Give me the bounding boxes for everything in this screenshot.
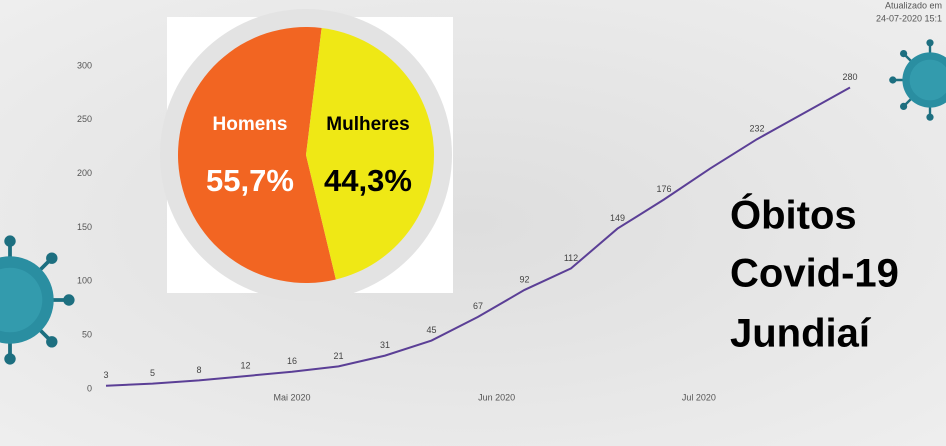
pie-value-label: 44,3% bbox=[324, 163, 412, 198]
headline: Óbitos bbox=[730, 192, 857, 238]
x-tick-label: Jul 2020 bbox=[682, 392, 716, 402]
y-tick-label: 150 bbox=[77, 222, 92, 232]
y-tick-label: 300 bbox=[77, 60, 92, 70]
data-label: 149 bbox=[610, 213, 625, 223]
data-label: 45 bbox=[426, 325, 436, 335]
data-label: 12 bbox=[240, 360, 250, 370]
headline: Jundiaí bbox=[730, 312, 872, 356]
data-label: 176 bbox=[656, 184, 671, 194]
data-label: 112 bbox=[564, 253, 578, 263]
headline: Covid-19 bbox=[730, 252, 899, 296]
data-label: 232 bbox=[749, 124, 764, 134]
y-tick-label: 100 bbox=[77, 276, 92, 286]
pie-chart: Homens 55,7% Mulheres 44,3% bbox=[178, 26, 434, 283]
pie-category-label: Homens bbox=[213, 114, 288, 135]
data-label: 31 bbox=[380, 340, 390, 350]
pie-slice bbox=[306, 27, 434, 280]
data-label: 8 bbox=[196, 365, 201, 375]
x-tick-label: Mai 2020 bbox=[273, 392, 310, 402]
data-label: 3 bbox=[103, 370, 108, 380]
x-tick-label: Jun 2020 bbox=[478, 392, 515, 402]
pie-slice bbox=[178, 26, 336, 283]
line-series bbox=[105, 86, 851, 387]
data-label: 16 bbox=[287, 356, 297, 366]
data-label: 5 bbox=[150, 368, 155, 378]
data-label: 21 bbox=[333, 351, 343, 361]
pie-category-label: Mulheres bbox=[326, 114, 409, 135]
update-label: Atualizado em bbox=[885, 0, 942, 10]
y-tick-label: 50 bbox=[82, 330, 92, 340]
data-label: 92 bbox=[519, 274, 529, 284]
pie-value-label: 55,7% bbox=[206, 163, 294, 198]
line-chart: 0 50 100 150 200 250 300 Mai 2020 Jun 2020 Jul 20… bbox=[77, 60, 858, 402]
update-timestamp: 24-07-2020 15:1 bbox=[876, 13, 942, 23]
data-label: 67 bbox=[473, 301, 483, 311]
data-label: 280 bbox=[842, 72, 857, 82]
y-tick-label: 250 bbox=[77, 114, 92, 124]
y-tick-label: 0 bbox=[87, 383, 92, 393]
y-tick-label: 200 bbox=[77, 168, 92, 178]
